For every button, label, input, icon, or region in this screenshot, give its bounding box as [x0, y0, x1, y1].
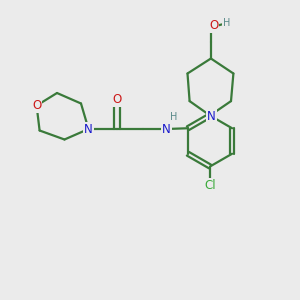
Text: N: N: [162, 122, 171, 136]
Text: O: O: [209, 19, 218, 32]
Text: Cl: Cl: [204, 179, 216, 192]
Text: H: H: [170, 112, 178, 122]
Text: N: N: [84, 122, 93, 136]
Text: H: H: [223, 18, 230, 28]
Text: O: O: [112, 93, 122, 106]
Text: O: O: [32, 99, 41, 112]
Text: N: N: [207, 110, 216, 123]
